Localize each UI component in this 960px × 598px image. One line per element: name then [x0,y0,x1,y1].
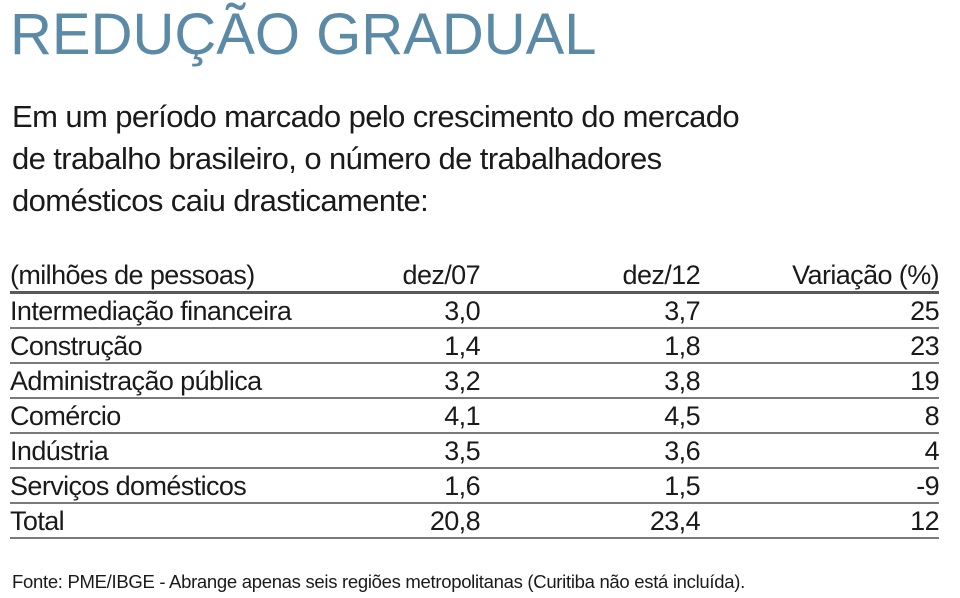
table-row: Intermediação financeira 3,0 3,7 25 [10,294,940,329]
row-label: Intermediação financeira [10,296,292,326]
source-note: Fonte: PME/IBGE - Abrange apenas seis re… [12,571,745,592]
header-unit: (milhões de pessoas) [10,260,255,290]
table-row: Serviços domésticos 1,6 1,5 -9 [10,469,940,504]
cell-dez12: 3,8 [664,366,700,396]
cell-dez07: 1,4 [444,331,480,361]
cell-dez07: 3,2 [444,366,480,396]
cell-dez07: 4,1 [444,401,480,431]
table-row: Comércio 4,1 4,5 8 [10,399,940,434]
cell-variacao: 25 [910,296,939,326]
cell-variacao: 8 [924,401,940,431]
table-header-row: (milhões de pessoas) dez/07 dez/12 Varia… [10,258,940,294]
row-label: Administração pública [10,366,262,396]
row-label: Indústria [10,436,109,466]
cell-dez07: 1,6 [444,471,480,501]
cell-dez07: 20,8 [429,506,481,536]
cell-dez12: 3,7 [664,296,700,326]
table-row: Administração pública 3,2 3,8 19 [10,364,940,399]
table-row: Construção 1,4 1,8 23 [10,329,940,364]
header-variacao: Variação (%) [792,260,939,290]
cell-variacao: 12 [910,506,939,536]
cell-variacao: 19 [910,366,939,396]
cell-variacao: -9 [916,471,939,501]
data-table: (milhões de pessoas) dez/07 dez/12 Varia… [10,258,940,539]
table-row-total: Total 20,8 23,4 12 [10,504,940,539]
cell-dez07: 3,5 [444,436,480,466]
cell-variacao: 23 [910,331,939,361]
cell-dez12: 1,8 [664,331,700,361]
cell-dez12: 4,5 [664,401,700,431]
chart-subtitle: Em um período marcado pelo crescimento d… [12,99,740,218]
header-dez12: dez/12 [622,260,701,290]
row-label: Serviços domésticos [10,471,247,501]
cell-dez12: 3,6 [664,436,700,466]
header-dez07: dez/07 [402,260,481,290]
row-label: Construção [10,331,143,361]
chart-title: REDUÇÃO GRADUAL [10,2,597,67]
cell-dez12: 1,5 [664,471,700,501]
cell-dez12: 23,4 [649,506,701,536]
row-label: Comércio [10,401,121,431]
row-label: Total [10,506,65,536]
table-row: Indústria 3,5 3,6 4 [10,434,940,469]
cell-variacao: 4 [924,436,940,466]
cell-dez07: 3,0 [444,296,480,326]
